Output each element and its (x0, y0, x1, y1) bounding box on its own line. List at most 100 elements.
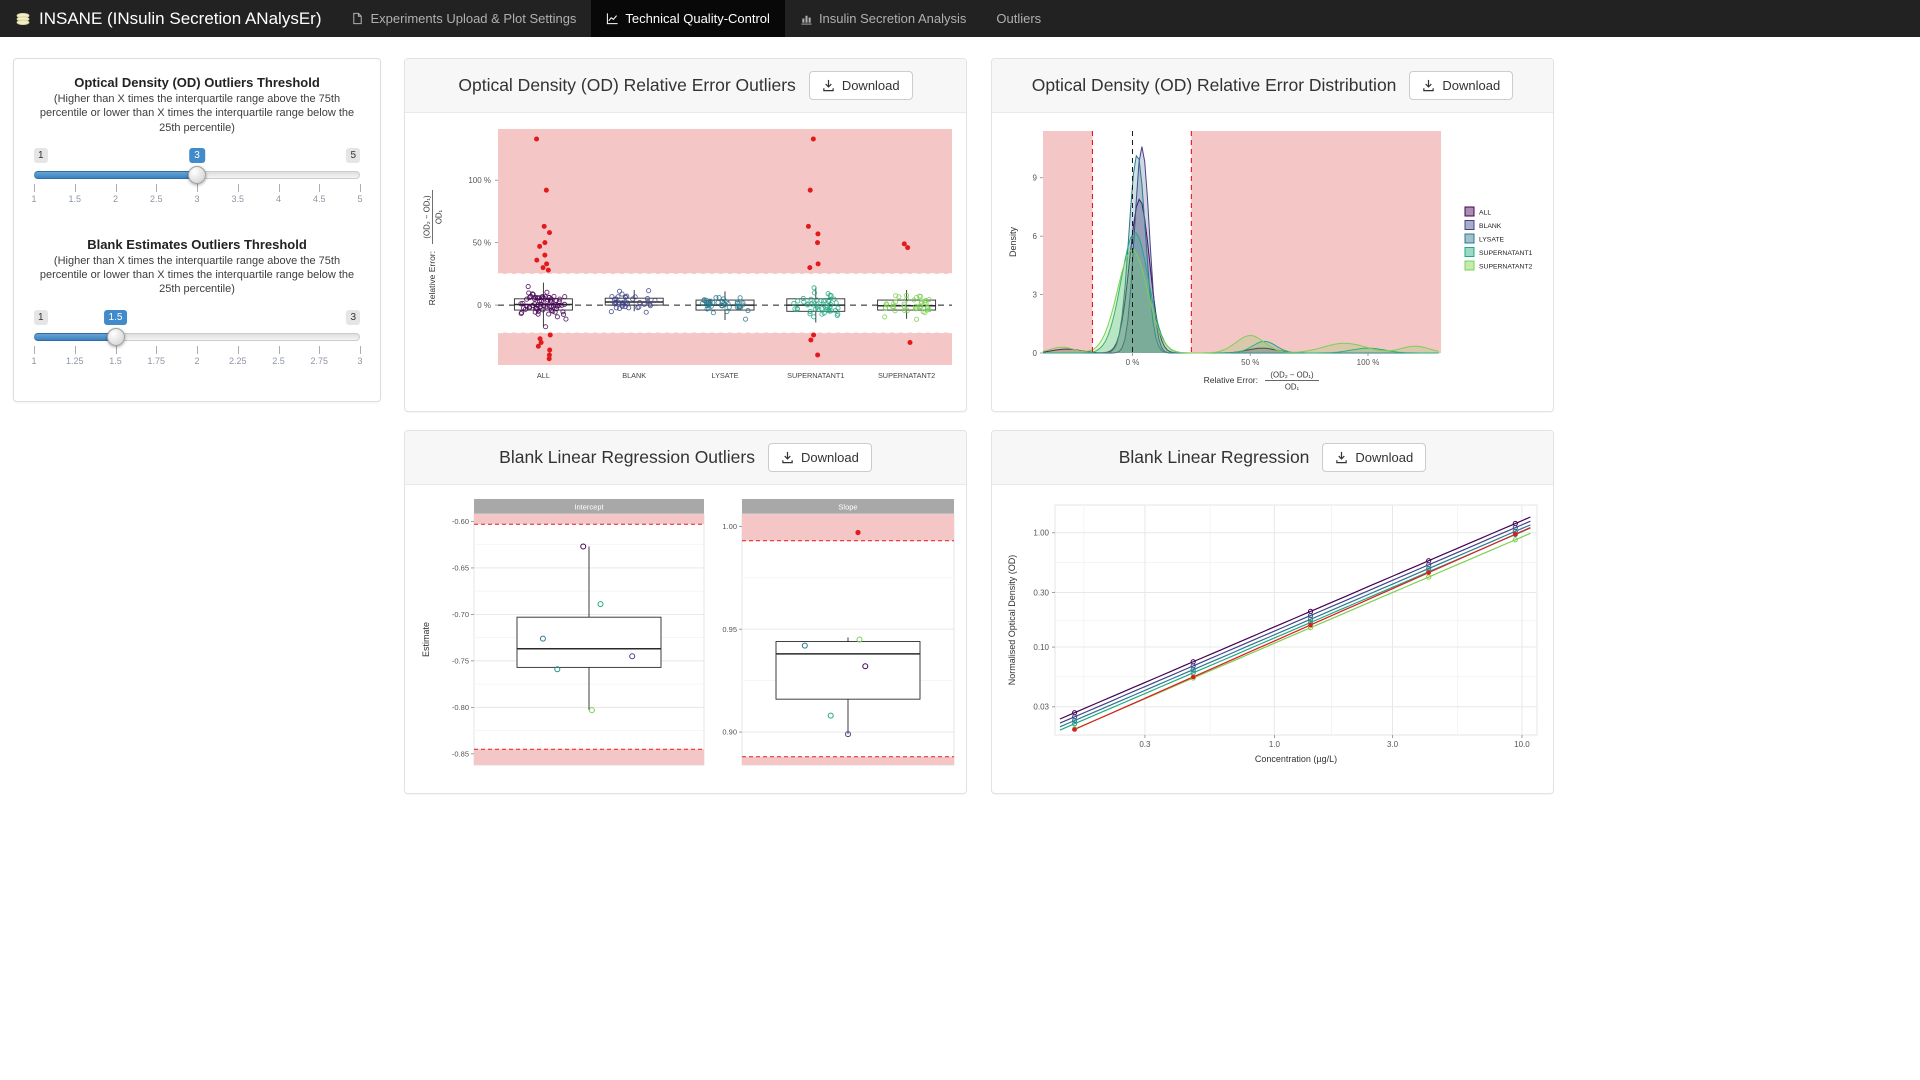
svg-text:0 %: 0 % (477, 301, 491, 310)
svg-text:Normalised Optical Density (OD: Normalised Optical Density (OD) (1007, 555, 1017, 686)
od-outliers-threshold-slider[interactable]: 1 5 3 1 1.5 2 2.5 3 3.5 4 4.5 5 (31, 143, 363, 211)
settings-panel: Optical Density (OD) Outliers Threshold … (13, 58, 381, 402)
slider-tick-label: 4.5 (312, 193, 326, 204)
slider-tick-label: 2.5 (149, 193, 163, 204)
blank-estimates-threshold-control: Blank Estimates Outliers Threshold (High… (31, 237, 363, 373)
slider-tick (115, 345, 117, 354)
slider-tick (74, 345, 76, 354)
svg-text:OD₁: OD₁ (434, 209, 443, 224)
svg-text:0.10: 0.10 (1033, 643, 1049, 652)
app-logo-icon (16, 12, 30, 25)
download-label: Download (841, 78, 900, 93)
slider-handle[interactable] (188, 165, 206, 184)
panel-header: Optical Density (OD) Relative Error Dist… (992, 59, 1553, 113)
slider-tick (74, 183, 76, 192)
slider-tick (156, 345, 158, 354)
svg-text:3.0: 3.0 (1386, 740, 1398, 749)
svg-text:SUPERNATANT1: SUPERNATANT1 (1479, 250, 1533, 257)
slider-tick-label: 1.5 (109, 355, 122, 366)
svg-text:100 %: 100 % (468, 176, 491, 185)
slider-tick (319, 345, 321, 354)
control-description: (Higher than X times the interquartile r… (39, 93, 355, 134)
slider-tick-label: 2 (112, 193, 119, 204)
app-title: INSANE (INsulin Secretion ANalysEr) (39, 8, 322, 28)
svg-text:0.03: 0.03 (1033, 703, 1049, 712)
app-brand: INSANE (INsulin Secretion ANalysEr) (0, 0, 336, 37)
download-label: Download (801, 450, 859, 465)
slider-tick-label: 2 (194, 355, 200, 366)
download-button[interactable]: Download (808, 71, 913, 100)
panel-body: 0 3 6 9 0 % 50 % 100 % Density Relative Error: (O… (992, 113, 1553, 411)
svg-text:50 %: 50 % (1241, 358, 1259, 367)
svg-text:(OD₂ − OD₁): (OD₂ − OD₁) (1270, 371, 1314, 380)
panel-body: Intercept -0.60 -0.65 -0.70 -0.75 -0.80 -0.85 S… (405, 485, 966, 793)
nav-item-experiments-upload[interactable]: Experiments Upload & Plot Settings (336, 0, 591, 37)
download-icon (1423, 79, 1435, 92)
slider-grid: 1 1.5 2 2.5 3 3.5 4 4.5 5 (31, 183, 363, 210)
svg-text:OD₁: OD₁ (1284, 383, 1299, 392)
panel-od-relative-error-distribution: Optical Density (OD) Relative Error Dist… (991, 58, 1554, 412)
slider-tick-label: 1.5 (68, 193, 82, 204)
svg-text:Concentration (µg/L): Concentration (µg/L) (1254, 754, 1336, 764)
svg-text:-0.60: -0.60 (451, 517, 468, 526)
svg-text:0 %: 0 % (1125, 358, 1139, 367)
slider-bar[interactable] (34, 170, 197, 179)
download-icon (1336, 451, 1348, 464)
blank-estimates-threshold-slider[interactable]: 1 3 1.5 1 1.25 1.5 1.75 2 2.25 2.5 2.75 3 (31, 305, 363, 373)
download-button[interactable]: Download (768, 443, 872, 472)
slider-tick (115, 183, 117, 192)
slider-tick-label: 3.5 (231, 193, 245, 204)
svg-text:100 %: 100 % (1356, 358, 1379, 367)
svg-text:Slope: Slope (838, 503, 857, 512)
slider-tick-label: 1 (31, 355, 37, 366)
od-outliers-threshold-control: Optical Density (OD) Outliers Threshold … (31, 75, 363, 211)
svg-text:ALL: ALL (1479, 210, 1491, 217)
svg-text:-0.80: -0.80 (451, 703, 468, 712)
slider-tick-label: 3 (357, 355, 363, 366)
slider-tick-label: 1 (31, 193, 37, 204)
slider-handle[interactable] (106, 327, 125, 346)
slider-tick (197, 183, 198, 192)
panel-title: Optical Density (OD) Relative Error Outl… (458, 75, 796, 95)
chart-bar-icon (801, 15, 812, 25)
svg-text:0.30: 0.30 (1033, 588, 1049, 597)
od-relative-error-distribution-chart: 0 3 6 9 0 % 50 % 100 % Density Relative Error: (O… (1008, 131, 1533, 392)
nav-item-technical-quality-control[interactable]: Technical Quality-Control (591, 0, 785, 37)
charts-grid: Optical Density (OD) Relative Error Outl… (404, 58, 1554, 794)
nav-item-insulin-secretion-analysis[interactable]: Insulin Secretion Analysis (785, 0, 981, 37)
slider-tick (156, 183, 158, 192)
nav-item-label: Experiments Upload & Plot Settings (370, 11, 577, 26)
svg-text:1.00: 1.00 (1033, 529, 1049, 538)
slider-tick (237, 345, 239, 354)
slider-tick-label: 1.25 (65, 355, 84, 366)
slider-tick-label: 1.75 (147, 355, 166, 366)
panel-blank-linear-regression: Blank Linear Regression Download 0.3 1.0 3… (991, 430, 1554, 794)
svg-text:9: 9 (1032, 174, 1037, 183)
svg-text:0.95: 0.95 (722, 625, 737, 634)
svg-text:-0.85: -0.85 (451, 749, 468, 758)
panel-title: Optical Density (OD) Relative Error Dist… (1031, 75, 1397, 95)
svg-text:3: 3 (1032, 290, 1037, 299)
slider-tick (319, 183, 321, 192)
slider-max-badge: 5 (346, 147, 360, 163)
svg-text:1.00: 1.00 (722, 522, 737, 531)
slider-tick-label: 4 (275, 193, 282, 204)
slider-tick-label: 2.75 (310, 355, 329, 366)
slider-tick (360, 345, 361, 354)
slider-min-badge: 1 (34, 147, 48, 163)
blank-linear-regression-outliers-chart: Intercept -0.60 -0.65 -0.70 -0.75 -0.80 -0.85 S… (421, 499, 954, 766)
panel-title: Blank Linear Regression (1118, 447, 1310, 467)
download-button[interactable]: Download (1409, 71, 1514, 100)
svg-text:(OD₂ − OD₁): (OD₂ − OD₁) (422, 195, 431, 239)
svg-text:LYSATE: LYSATE (1479, 237, 1505, 244)
nav-item-outliers[interactable]: Outliers (981, 0, 1056, 37)
slider-tick (34, 345, 35, 354)
control-description: (Higher than X times the interquartile r… (39, 254, 355, 296)
slider-bar[interactable] (34, 332, 116, 341)
chart-line-icon (607, 13, 619, 25)
slider-value-badge: 1.5 (103, 309, 128, 325)
slider-min-badge: 1 (34, 309, 48, 325)
download-button[interactable]: Download (1322, 443, 1427, 472)
svg-text:Intercept: Intercept (574, 503, 604, 512)
svg-text:SUPERNATANT2: SUPERNATANT2 (877, 371, 934, 380)
